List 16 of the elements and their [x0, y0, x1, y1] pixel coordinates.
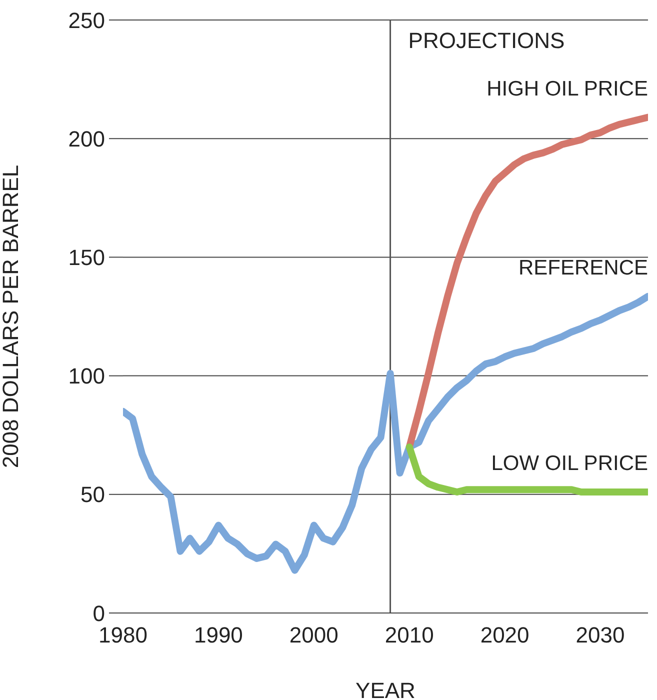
x-tick-label: 2010	[384, 622, 434, 648]
x-tick-label: 2000	[289, 622, 338, 648]
series-label: HIGH OIL PRICE	[486, 77, 648, 100]
x-tick-label: 2030	[576, 622, 625, 648]
ref-line-label: PROJECTIONS	[408, 28, 565, 53]
x-axis-title: YEAR	[356, 678, 416, 700]
y-tick-label: 50	[80, 482, 105, 508]
x-tick-label: 2020	[480, 622, 530, 648]
y-tick-label: 200	[68, 126, 105, 152]
y-tick-label: 250	[68, 8, 105, 33]
series-label: LOW OIL PRICE	[491, 452, 648, 476]
x-tick-label: 1990	[194, 622, 243, 648]
series-label: REFERENCE	[518, 256, 648, 280]
y-axis-title: 2008 DOLLARS PER BARREL	[0, 164, 23, 468]
y-tick-label: 150	[68, 245, 105, 270]
y-tick-label: 100	[68, 364, 105, 389]
